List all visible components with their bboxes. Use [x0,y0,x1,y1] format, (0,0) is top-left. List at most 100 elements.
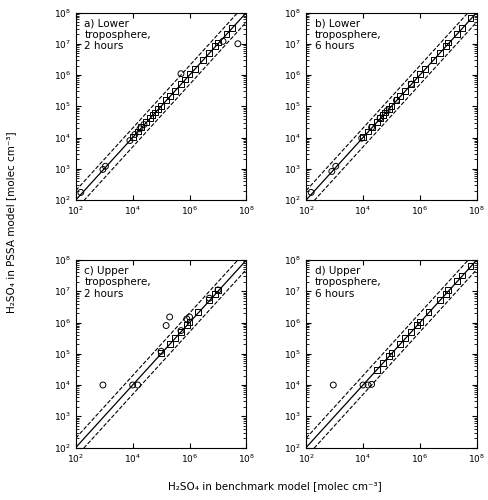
Point [205,294,213,302]
Point [185,318,193,326]
Point [99,381,106,389]
Point [183,321,190,329]
Point [165,92,173,100]
Point [415,318,423,326]
Point [452,277,460,285]
Point [177,328,184,336]
Point [329,381,337,389]
Point [444,286,451,294]
Point [134,381,142,389]
Point [383,106,390,114]
Point [387,102,395,110]
Point [444,38,451,46]
Point [199,56,206,64]
Point [407,328,414,336]
Point [435,48,443,56]
Point [395,92,403,100]
Point [183,315,190,323]
Point [233,40,241,48]
Point [77,188,84,196]
Point [415,70,423,78]
Point [157,349,164,357]
Point [384,352,392,360]
Point [357,134,365,142]
Point [435,296,443,304]
Text: b) Lower
troposphere,
6 hours: b) Lower troposphere, 6 hours [314,18,381,52]
Point [205,296,213,304]
Point [364,381,371,389]
Text: c) Upper
troposphere,
2 hours: c) Upper troposphere, 2 hours [84,266,151,299]
Point [358,133,366,141]
Point [170,87,178,95]
Point [170,334,178,342]
Point [227,24,235,32]
Point [157,348,164,356]
Point [162,322,170,330]
Text: d) Upper
troposphere,
6 hours: d) Upper troposphere, 6 hours [314,266,381,299]
Point [381,108,388,116]
Point [378,358,386,366]
Point [412,321,420,329]
Point [387,349,395,357]
Point [211,290,219,298]
Point [137,124,145,132]
Point [157,102,164,110]
Point [165,313,173,321]
Point [420,65,428,73]
Point [181,76,189,84]
Point [136,125,143,133]
Point [194,308,202,316]
Point [428,56,436,64]
Point [306,188,314,196]
Point [151,108,159,116]
Point [185,313,193,321]
Point [126,136,134,144]
Point [392,96,400,104]
Point [214,286,222,294]
Point [185,70,193,78]
Point [400,334,408,342]
Point [128,381,136,389]
Point [154,105,162,113]
Point [219,38,226,46]
Point [177,70,184,78]
Point [400,87,408,95]
Text: H₂SO₄ in benchmark model [molec cm⁻³]: H₂SO₄ in benchmark model [molec cm⁻³] [167,481,381,491]
Point [372,118,380,126]
Point [367,124,375,132]
Point [457,24,465,32]
Text: a) Lower
troposphere,
2 hours: a) Lower troposphere, 2 hours [84,18,151,52]
Point [358,381,366,389]
Point [441,42,448,50]
Point [392,96,400,104]
Text: H₂SO₄ in PSSA model [molec cm⁻³]: H₂SO₄ in PSSA model [molec cm⁻³] [6,132,16,314]
Point [148,111,156,119]
Point [367,380,375,388]
Point [331,162,339,170]
Point [142,118,150,126]
Point [466,262,473,270]
Point [457,272,465,280]
Point [128,133,136,141]
Point [190,65,198,73]
Point [364,128,371,136]
Point [367,124,375,132]
Point [441,290,448,298]
Point [131,130,139,138]
Point [99,166,106,173]
Point [378,111,386,119]
Point [407,80,414,88]
Point [466,14,473,22]
Point [407,80,414,88]
Point [375,114,383,122]
Point [211,42,219,50]
Point [162,96,170,104]
Point [372,366,380,374]
Point [411,76,419,84]
Point [395,340,403,347]
Point [222,30,230,38]
Point [214,38,222,46]
Point [452,30,460,38]
Point [214,286,222,294]
Point [375,114,383,122]
